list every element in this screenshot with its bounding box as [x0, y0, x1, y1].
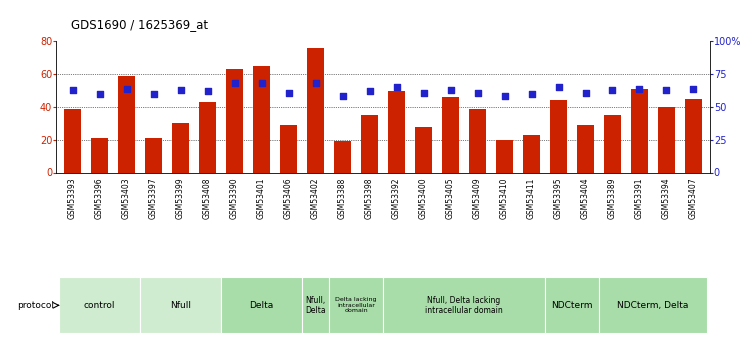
Bar [383, 277, 545, 334]
Bar [685, 99, 702, 172]
Text: Delta lacking
intracellular
domain: Delta lacking intracellular domain [335, 297, 377, 313]
Text: GDS1690 / 1625369_at: GDS1690 / 1625369_at [71, 18, 209, 31]
Text: GSM53395: GSM53395 [554, 178, 563, 219]
Text: control: control [84, 301, 115, 310]
Text: GSM53405: GSM53405 [446, 178, 455, 219]
Bar [545, 277, 599, 334]
Text: GSM53400: GSM53400 [419, 178, 428, 219]
Bar [550, 100, 567, 172]
Text: GSM53408: GSM53408 [203, 178, 212, 219]
Bar [91, 138, 108, 172]
Text: GSM53401: GSM53401 [257, 178, 266, 219]
Text: Nfull,
Delta: Nfull, Delta [305, 296, 326, 315]
Bar [306, 48, 324, 172]
Bar [469, 109, 487, 172]
Text: GSM53397: GSM53397 [149, 178, 158, 219]
Point [94, 91, 106, 97]
Bar [658, 107, 675, 172]
Point [282, 90, 294, 95]
Point [687, 86, 699, 91]
Point [67, 87, 79, 93]
Text: GSM53394: GSM53394 [662, 178, 671, 219]
Text: NDCterm, Delta: NDCterm, Delta [617, 301, 689, 310]
Bar [59, 277, 140, 334]
Text: GSM53399: GSM53399 [176, 178, 185, 219]
Text: Nfull: Nfull [170, 301, 191, 310]
Bar [140, 277, 221, 334]
Bar [253, 66, 270, 172]
Bar [145, 138, 162, 172]
Text: GSM53388: GSM53388 [338, 178, 347, 219]
Text: NDCterm: NDCterm [551, 301, 593, 310]
Point [660, 87, 672, 93]
Bar [279, 125, 297, 172]
Bar [523, 135, 540, 172]
Point [553, 85, 565, 90]
Point [607, 87, 619, 93]
Point [147, 91, 159, 97]
Text: GSM53396: GSM53396 [95, 178, 104, 219]
Point [391, 85, 403, 90]
Point [336, 94, 348, 99]
Bar [631, 89, 648, 172]
Bar [118, 76, 135, 172]
Bar [415, 127, 433, 172]
Bar [221, 277, 302, 334]
Point [418, 90, 430, 95]
Bar [302, 277, 329, 334]
Bar [388, 90, 406, 172]
Bar [172, 123, 189, 172]
Text: GSM53391: GSM53391 [635, 178, 644, 219]
Point [580, 90, 592, 95]
Point [228, 81, 240, 86]
Text: GSM53410: GSM53410 [500, 178, 509, 219]
Point [363, 88, 376, 94]
Point [309, 81, 321, 86]
Point [174, 87, 186, 93]
Point [201, 88, 213, 94]
Bar [64, 109, 81, 172]
Text: GSM53393: GSM53393 [68, 178, 77, 219]
Bar [604, 115, 621, 172]
Bar [577, 125, 594, 172]
Text: GSM53404: GSM53404 [581, 178, 590, 219]
Text: GSM53392: GSM53392 [392, 178, 401, 219]
Bar [496, 140, 513, 172]
Point [472, 90, 484, 95]
Text: GSM53411: GSM53411 [527, 178, 536, 219]
Text: GSM53407: GSM53407 [689, 178, 698, 219]
Text: GSM53409: GSM53409 [473, 178, 482, 219]
Text: protocol: protocol [17, 301, 54, 310]
Bar [333, 141, 351, 172]
Bar [329, 277, 383, 334]
Text: GSM53390: GSM53390 [230, 178, 239, 219]
Bar [599, 277, 707, 334]
Bar [360, 115, 379, 172]
Text: GSM53402: GSM53402 [311, 178, 320, 219]
Text: GSM53406: GSM53406 [284, 178, 293, 219]
Bar [226, 69, 243, 172]
Point [445, 87, 457, 93]
Point [499, 94, 511, 99]
Bar [442, 97, 460, 172]
Text: Delta: Delta [249, 301, 273, 310]
Text: GSM53398: GSM53398 [365, 178, 374, 219]
Text: GSM53389: GSM53389 [608, 178, 617, 219]
Bar [199, 102, 216, 172]
Point [526, 91, 538, 97]
Text: Nfull, Delta lacking
intracellular domain: Nfull, Delta lacking intracellular domai… [425, 296, 503, 315]
Point [634, 86, 646, 91]
Point [255, 81, 267, 86]
Text: GSM53403: GSM53403 [122, 178, 131, 219]
Point [120, 86, 132, 91]
